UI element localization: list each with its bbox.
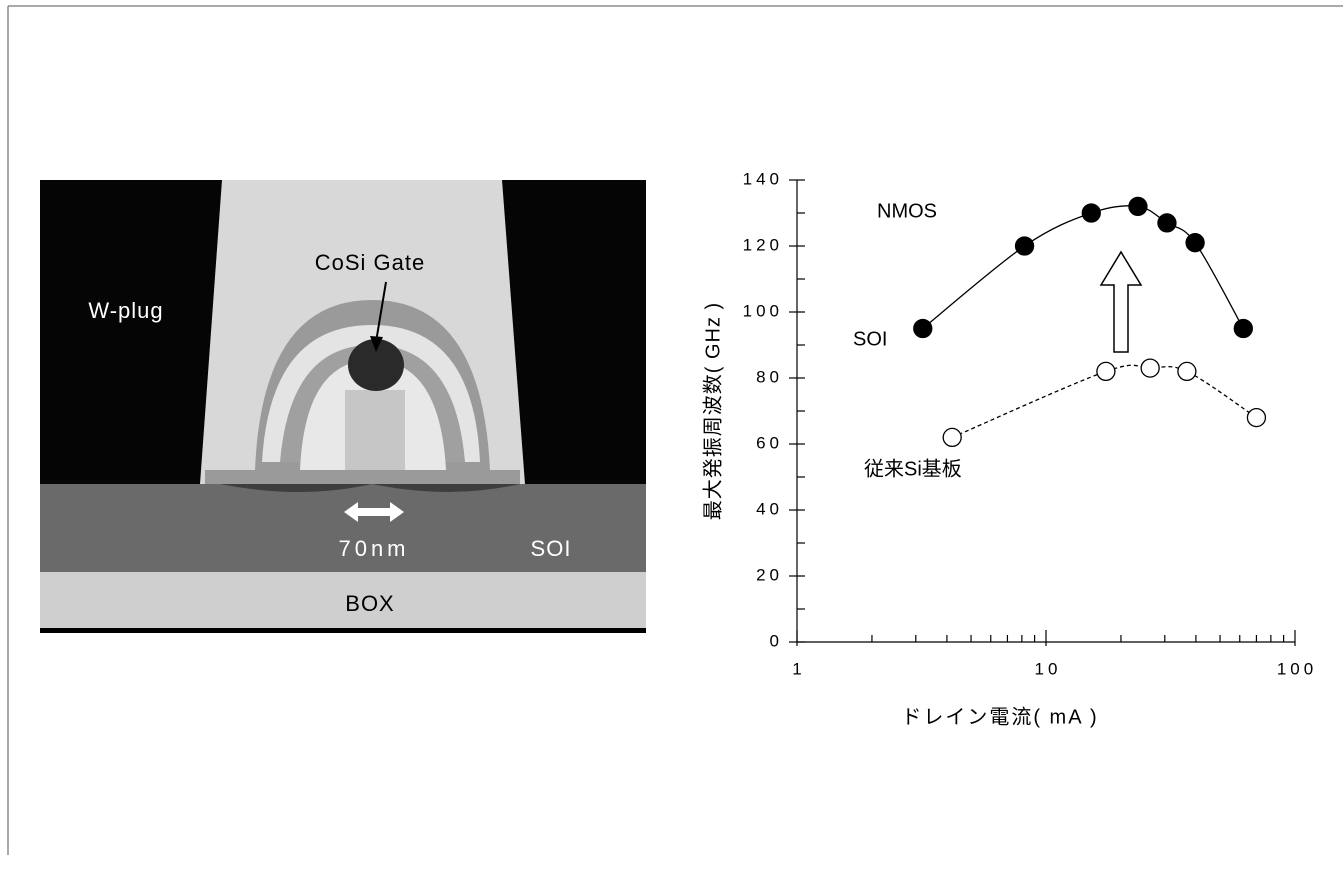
data-point <box>1082 204 1100 222</box>
y-tick-label: 80 <box>756 367 783 386</box>
y-axis-label: 最大発振周波数( GHz ) <box>701 302 724 520</box>
series-label: SOI <box>853 328 887 350</box>
series-line <box>923 206 1244 329</box>
box-label: BOX <box>345 591 394 616</box>
series-label: 従来Si基板 <box>864 457 962 480</box>
y-tick-label: 100 <box>743 301 783 320</box>
soi-label: SOI <box>531 536 572 561</box>
data-point <box>1178 362 1196 380</box>
data-point <box>1129 197 1147 215</box>
tem-image: W-plug CoSi Gate 70nm SOI BOX <box>40 180 646 633</box>
annotation: NMOS <box>877 200 937 222</box>
plug-label: W-plug <box>88 298 163 323</box>
x-axis-label: ドレイン電流( mA ) <box>901 705 1098 728</box>
x-tick-label: 100 <box>1277 659 1317 678</box>
x-tick-label: 10 <box>1035 659 1062 678</box>
gate-poly <box>345 390 405 470</box>
y-tick-label: 60 <box>756 433 783 452</box>
substrate-edge <box>40 628 646 633</box>
length-label: 70nm <box>338 536 409 561</box>
data-point <box>1186 234 1204 252</box>
box-layer <box>40 572 646 628</box>
y-tick-label: 40 <box>756 499 783 518</box>
y-tick-label: 120 <box>743 235 783 254</box>
data-point <box>1247 409 1265 427</box>
x-tick-label: 1 <box>792 659 805 678</box>
data-point <box>1097 362 1115 380</box>
gate-label: CoSi Gate <box>315 250 426 275</box>
improvement-arrow <box>1101 252 1141 352</box>
y-tick-label: 140 <box>743 169 783 188</box>
y-tick-label: 20 <box>756 565 783 584</box>
data-point <box>1158 214 1176 232</box>
figure: W-plug CoSi Gate 70nm SOI BOX NMOS ドレイン電… <box>0 0 1343 873</box>
data-point <box>943 428 961 446</box>
y-tick-label: 0 <box>770 631 783 650</box>
data-point <box>1016 237 1034 255</box>
data-point <box>1234 320 1252 338</box>
data-point <box>914 320 932 338</box>
data-point <box>1141 359 1159 377</box>
